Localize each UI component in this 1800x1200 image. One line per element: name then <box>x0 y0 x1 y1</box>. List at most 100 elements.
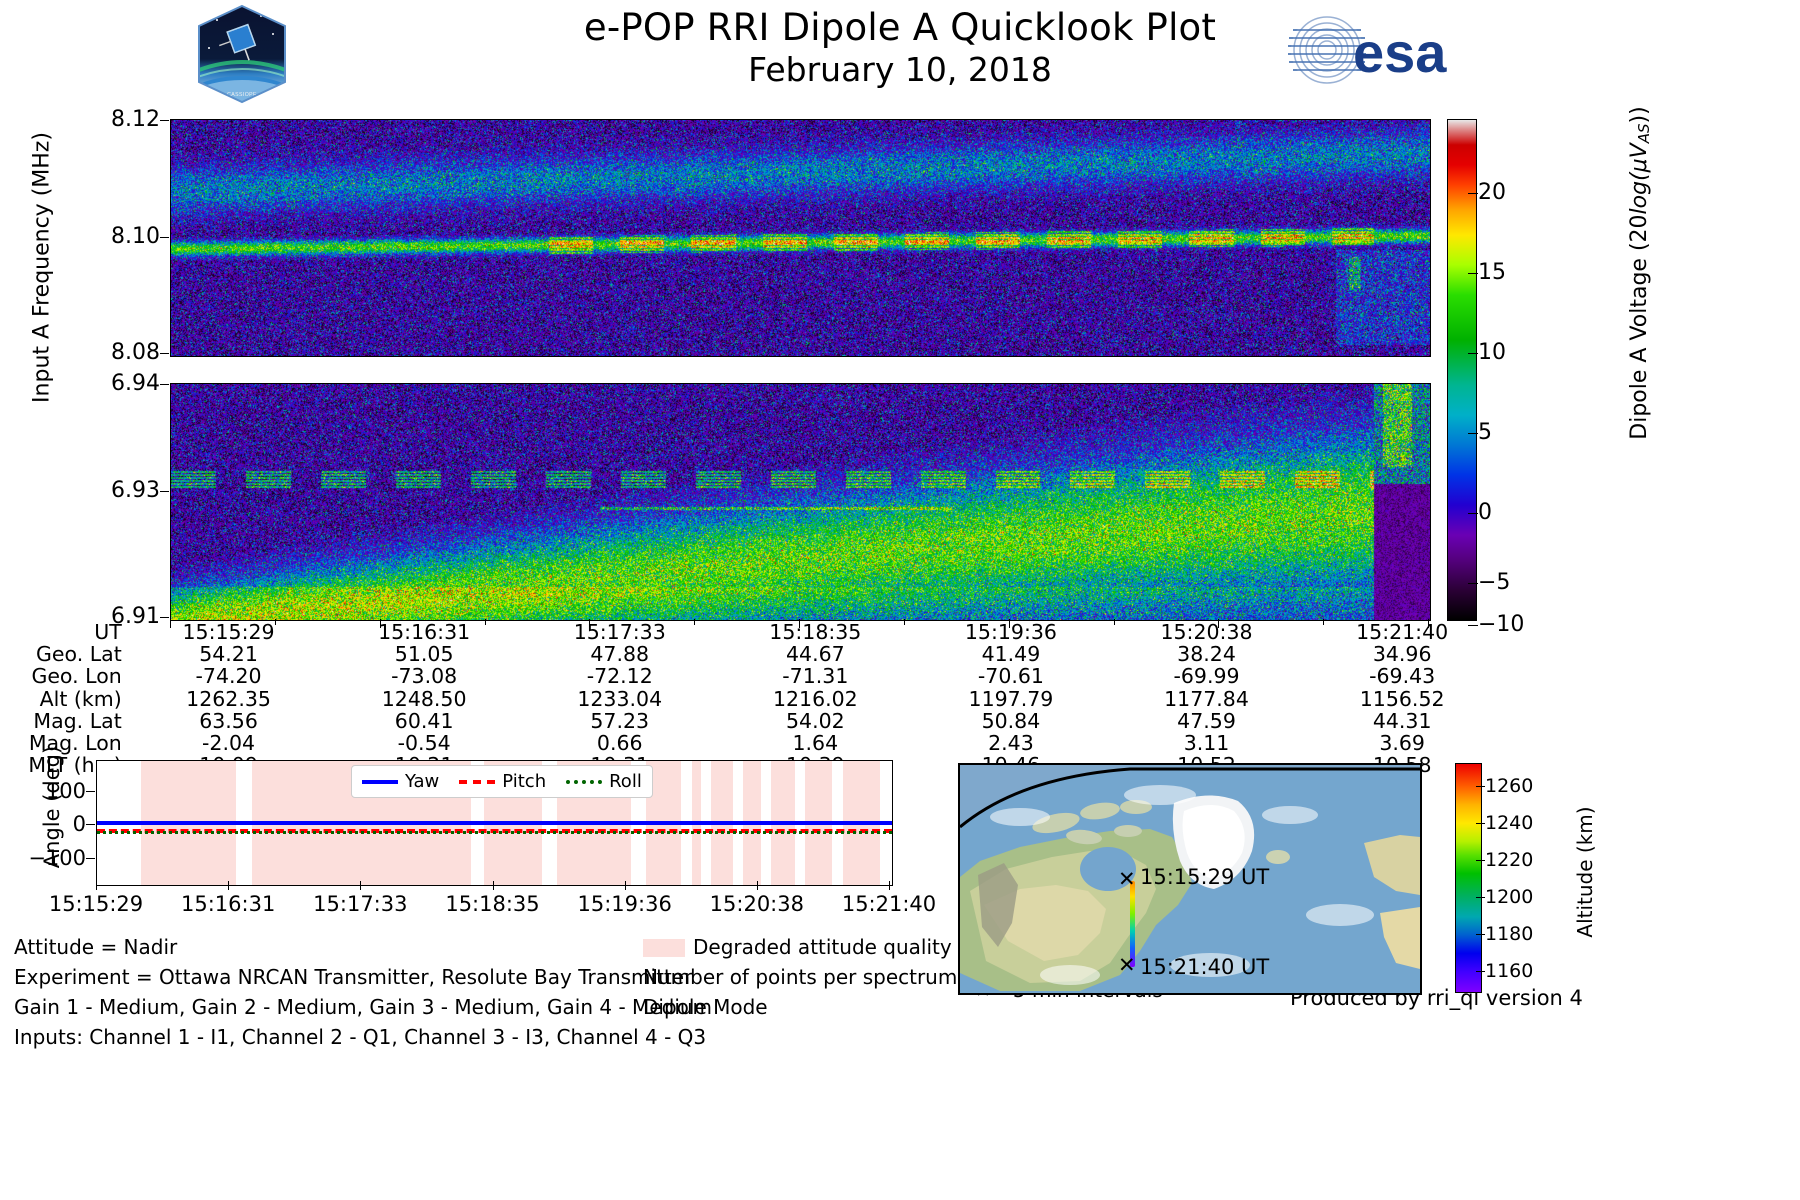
cbar-tick-neg5: −5 <box>1468 570 1510 595</box>
ephemeris-cell: 60.41 <box>394 708 454 733</box>
yaw-label: Yaw <box>405 771 440 792</box>
legend-item-roll: Roll <box>566 771 642 792</box>
alt-tick-1220: 1220 <box>1476 849 1533 871</box>
ephemeris-cell: 44.67 <box>785 642 845 667</box>
ephemeris-cell: 34.96 <box>1372 642 1432 667</box>
cbar-tick-10: 10 <box>1468 340 1506 365</box>
ephemeris-row: Alt (km) 1262.35 1248.50 1233.04 1216.02 1197… <box>0 686 1500 711</box>
ephemeris-cell: 44.31 <box>1372 708 1432 733</box>
attitude-pitch-line <box>97 828 892 833</box>
ephemeris-cell: 54.02 <box>785 708 845 733</box>
map-start-label: 15:15:29 UT <box>1140 865 1270 889</box>
spectrogram-xtick <box>1113 619 1115 625</box>
cbar-tick-15: 15 <box>1468 260 1506 285</box>
ephemeris-cell: 1.64 <box>792 731 839 756</box>
attitude-plot: Yaw Pitch Roll <box>96 760 893 886</box>
ephemeris-cell: -71.31 <box>782 664 849 689</box>
ephemeris-cell: 15:17:33 <box>573 620 666 644</box>
ephemeris-cell: 54.21 <box>199 642 258 667</box>
attitude-roll-line <box>97 831 892 835</box>
page-title: e-POP RRI Dipole A Quicklook Plot <box>583 6 1217 49</box>
attitude-xtick: 15:21:40 <box>809 881 969 916</box>
spectrogram-xtick <box>799 619 800 628</box>
yaw-swatch <box>362 779 398 784</box>
map-end-marker: ✕ <box>1118 953 1136 977</box>
ephemeris-row-label: Mag. Lat <box>33 708 122 733</box>
cassiope-satellite-logo: CASSIOPE <box>195 4 290 104</box>
legend-item-pitch: Pitch <box>459 771 546 792</box>
altitude-colorbar <box>1455 763 1482 993</box>
ephemeris-cell: 1177.84 <box>1164 686 1249 711</box>
degraded-quality-label: Degraded attitude quality <box>693 935 952 959</box>
ephemeris-cell: 15:21:40 <box>1356 620 1449 644</box>
ephemeris-row: UT 15:15:29 15:16:31 15:17:33 15:18:35 15:19:… <box>0 621 1500 643</box>
alt-tick-1200: 1200 <box>1476 886 1533 908</box>
dipole-mode: Dipole Mode <box>643 995 768 1019</box>
ephemeris-cell: 1216.02 <box>772 686 858 711</box>
ephemeris-cell: 50.84 <box>981 708 1041 733</box>
ephemeris-cell: -0.54 <box>397 731 451 756</box>
ephemeris-cell: -2.04 <box>202 731 256 756</box>
ephemeris-cell: 15:18:35 <box>769 620 862 644</box>
voltage-colorbar <box>1447 119 1477 621</box>
ephemeris-cell: -74.20 <box>195 664 262 689</box>
ephemeris-cell: 1248.50 <box>381 686 467 711</box>
spectrogram-xtick <box>1428 619 1429 628</box>
attitude-xtick: 15:15:29 <box>16 881 176 916</box>
map-start-marker: ✕ <box>1118 867 1136 891</box>
ytick-bot-0: 6.94 <box>40 371 169 396</box>
cbar-tick-neg10: −10 <box>1468 612 1524 637</box>
altitude-colorbar-label: Altitude (km) <box>1573 806 1597 938</box>
ephemeris-row: Geo. Lon -74.20 -73.08 -72.12 -71.31 -70.61 -6… <box>0 665 1500 687</box>
spectrogram-xtick <box>274 619 276 625</box>
spectrogram-bottom-canvas <box>171 384 1430 620</box>
spectrogram-xtick <box>903 619 905 625</box>
ephemeris-cell: 51.05 <box>394 642 454 667</box>
ephemeris-cell: 15:19:36 <box>964 620 1057 644</box>
spectrogram-xtick <box>170 619 171 628</box>
attitude-xtick: 15:16:31 <box>148 881 308 916</box>
ephemeris-cell: -73.08 <box>391 664 458 689</box>
attitude-xtick-label: 15:16:31 <box>180 892 276 916</box>
spectrogram-xtick <box>1323 619 1325 625</box>
ephemeris-cell: 1156.52 <box>1359 686 1445 711</box>
cbar-label-post: )) <box>1627 106 1652 124</box>
attitude-xtick-label: 15:20:38 <box>709 892 804 916</box>
attitude-ytick-100: 100 <box>0 779 95 803</box>
degraded-quality-swatch <box>643 939 685 957</box>
cbar-tick-20: 20 <box>1468 180 1506 205</box>
cbar-label-pre: Dipole A Voltage (20 <box>1627 214 1652 440</box>
spectrogram-xtick <box>1008 619 1010 628</box>
map-end-label: 15:21:40 UT <box>1140 955 1270 979</box>
alt-tick-1260: 1260 <box>1476 775 1533 797</box>
ephemeris-cell: -69.99 <box>1173 664 1240 689</box>
roll-label: Roll <box>609 771 642 792</box>
ephemeris-cell: 1233.04 <box>577 686 663 711</box>
ephemeris-cell: 1197.79 <box>968 686 1054 711</box>
ephemeris-table: UT 15:15:29 15:16:31 15:17:33 15:18:35 15:19:… <box>0 621 1500 777</box>
ephemeris-row-label: Geo. Lon <box>31 664 122 689</box>
alt-tick-1240: 1240 <box>1476 812 1533 834</box>
ephemeris-cell: 0.66 <box>596 731 643 756</box>
ephemeris-row-label: Alt (km) <box>39 686 122 711</box>
alt-tick-1160: 1160 <box>1476 960 1533 982</box>
footer-line-inputs: Inputs: Channel 1 - I1, Channel 2 - Q1, … <box>14 1025 707 1049</box>
voltage-colorbar-label: Dipole A Voltage (20log(μVAS)) <box>1627 63 1653 483</box>
esa-logo: esa <box>1285 14 1485 86</box>
ephemeris-cell: 15:20:38 <box>1160 620 1253 644</box>
ephemeris-cell: -70.61 <box>977 664 1044 689</box>
ephemeris-cell: 47.88 <box>590 642 650 667</box>
ephemeris-cell: -69.43 <box>1369 664 1436 689</box>
ephemeris-cell: 15:15:29 <box>182 620 275 644</box>
attitude-xtick-label: 15:15:29 <box>48 892 144 916</box>
ephemeris-row-label: Geo. Lat <box>36 642 122 667</box>
degraded-quality-legend: Degraded attitude quality <box>643 932 1043 962</box>
pitch-label: Pitch <box>502 771 547 792</box>
attitude-xtick-label: 15:19:36 <box>577 892 672 916</box>
alt-tick-1180: 1180 <box>1476 923 1533 945</box>
ephemeris-cell: -72.12 <box>586 664 653 689</box>
spectrogram-top <box>170 119 1431 357</box>
ground-track-map: ✕ 15:15:29 UT ✕ 15:21:40 UT <box>958 763 1422 995</box>
ephemeris-cell: 15:16:31 <box>378 620 471 644</box>
ephemeris-row: Mag. Lat 63.56 60.41 57.23 54.02 50.84 47.59 44… <box>0 710 1500 732</box>
